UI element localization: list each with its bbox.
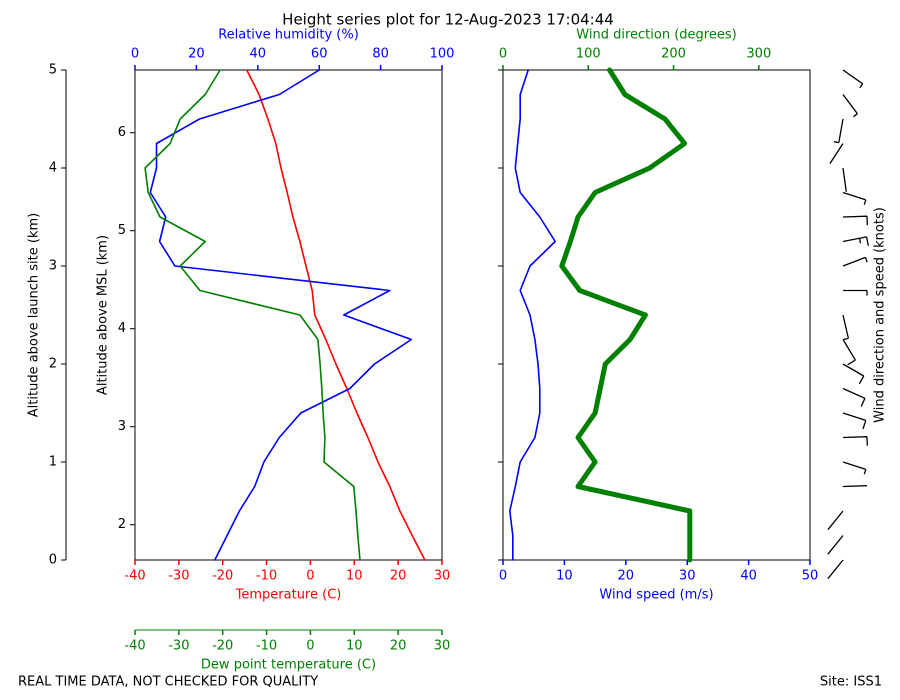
wind-barb bbox=[842, 412, 867, 430]
x-tick-label: -10 bbox=[256, 569, 277, 584]
wind-barb bbox=[842, 94, 858, 118]
wind-barb bbox=[842, 436, 868, 446]
x-tick-label: -30 bbox=[168, 569, 189, 584]
x-tick-label: 80 bbox=[372, 47, 389, 62]
x-tick-label: 60 bbox=[311, 47, 328, 62]
y2-axis-label: Altitude above MSL (km) bbox=[96, 235, 111, 395]
footer-note: REAL TIME DATA, NOT CHECKED FOR QUALITY bbox=[18, 675, 318, 690]
profile-line bbox=[509, 69, 556, 561]
wind-barb bbox=[842, 236, 869, 246]
x-tick-label: 300 bbox=[746, 47, 771, 62]
x-tick-label: 0 bbox=[306, 639, 314, 654]
x-tick-label: -40 bbox=[124, 639, 145, 654]
x-axis-label: Dew point temperature (C) bbox=[201, 658, 376, 673]
profile-line bbox=[246, 69, 426, 561]
wind-barb bbox=[842, 191, 867, 205]
direction-trace bbox=[559, 67, 693, 563]
x-tick-label: 0 bbox=[499, 47, 507, 62]
wind-barb bbox=[842, 314, 850, 341]
x-tick-label: -10 bbox=[256, 639, 277, 654]
site-label: Site: ISS1 bbox=[820, 675, 882, 690]
x-axis-label: Wind speed (m/s) bbox=[599, 588, 713, 603]
x-tick-label: 200 bbox=[661, 47, 686, 62]
x-tick-label: -30 bbox=[168, 639, 189, 654]
x-tick-label: 50 bbox=[802, 569, 819, 584]
wind-barb bbox=[842, 485, 868, 488]
x-tick-label: 30 bbox=[434, 569, 451, 584]
wind-barb bbox=[842, 363, 865, 385]
wind-barb bbox=[827, 535, 844, 555]
wind-barb bbox=[842, 167, 847, 192]
y-axis-label: Altitude above launch site (km) bbox=[27, 213, 42, 417]
profile-line bbox=[149, 69, 413, 561]
x-tick-label: 40 bbox=[250, 47, 267, 62]
wind-barb bbox=[842, 461, 867, 475]
wind-barb bbox=[827, 510, 844, 531]
x-tick-label: 100 bbox=[430, 47, 455, 62]
y2-tick-label: 3 bbox=[118, 419, 126, 434]
x-tick-label: 30 bbox=[434, 639, 451, 654]
x-tick-label: 100 bbox=[576, 47, 601, 62]
wind-barb bbox=[829, 143, 844, 164]
y-tick-label: 2 bbox=[49, 357, 57, 372]
x-tick-label: 30 bbox=[679, 569, 696, 584]
x-tick-label: 40 bbox=[740, 569, 757, 584]
x-tick-label: 20 bbox=[618, 569, 635, 584]
plot-frame bbox=[502, 69, 811, 561]
x-tick-label: 0 bbox=[306, 569, 314, 584]
wind-barb bbox=[827, 559, 844, 580]
x-tick-label: 10 bbox=[346, 569, 363, 584]
y-tick-label: 1 bbox=[49, 455, 57, 470]
x-axis-label: Temperature (C) bbox=[235, 588, 342, 603]
x-tick-label: 0 bbox=[131, 47, 139, 62]
y2-tick-label: 4 bbox=[118, 321, 126, 336]
x-tick-label: 20 bbox=[390, 569, 407, 584]
y-tick-label: 0 bbox=[49, 553, 57, 568]
wind-barb bbox=[842, 339, 856, 366]
x-tick-label: 20 bbox=[188, 47, 205, 62]
chart-title: Height series plot for 12-Aug-2023 17:04… bbox=[282, 11, 614, 29]
wind-barb bbox=[842, 256, 868, 267]
x-tick-label: 0 bbox=[499, 569, 507, 584]
wind-barb bbox=[842, 387, 866, 407]
x-tick-label: -20 bbox=[212, 569, 233, 584]
x-tick-label: 10 bbox=[556, 569, 573, 584]
wind-barb bbox=[842, 215, 868, 226]
profile-line bbox=[144, 69, 361, 561]
y-tick-label: 4 bbox=[49, 161, 57, 176]
wind-barb bbox=[843, 289, 868, 296]
wind-barb bbox=[833, 118, 844, 144]
y-tick-label: 5 bbox=[49, 63, 57, 78]
wind-barb bbox=[842, 69, 864, 89]
x-axis-label: Wind direction (degrees) bbox=[576, 28, 736, 43]
y2-tick-label: 5 bbox=[118, 223, 126, 238]
y2-axis-label: Wind direction and speed (knots) bbox=[873, 207, 888, 423]
plot-frame bbox=[134, 69, 443, 561]
x-tick-label: 10 bbox=[346, 639, 363, 654]
x-tick-label: 20 bbox=[390, 639, 407, 654]
x-tick-label: -20 bbox=[212, 639, 233, 654]
y-tick-label: 3 bbox=[49, 259, 57, 274]
y2-tick-label: 6 bbox=[118, 125, 126, 140]
x-tick-label: -40 bbox=[124, 569, 145, 584]
x-axis-label: Relative humidity (%) bbox=[218, 28, 359, 43]
y2-tick-label: 2 bbox=[118, 517, 126, 532]
